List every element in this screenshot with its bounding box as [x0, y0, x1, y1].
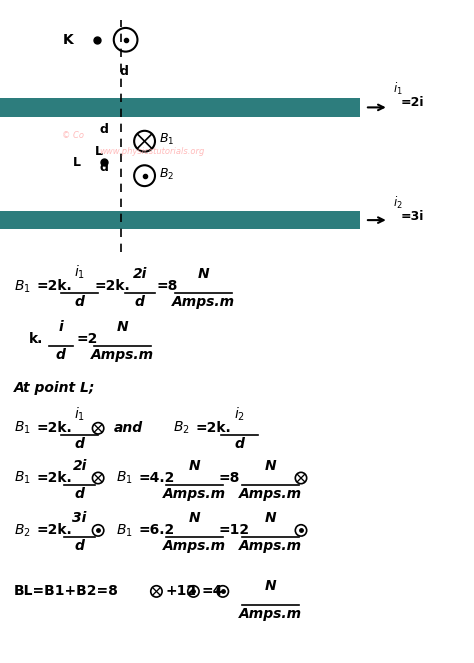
Text: d: d [135, 295, 145, 309]
Text: At point L;: At point L; [14, 381, 96, 395]
Text: N: N [117, 320, 128, 334]
Text: $B_1$: $B_1$ [14, 278, 31, 294]
Text: =2: =2 [77, 332, 98, 347]
Text: $B_2$: $B_2$ [173, 420, 190, 436]
Text: d: d [99, 123, 108, 137]
Text: N: N [264, 511, 276, 525]
Text: d: d [235, 437, 244, 451]
Text: Amps.m: Amps.m [238, 607, 302, 621]
Text: www.physicstutorials.org: www.physicstutorials.org [99, 147, 204, 156]
Text: $i_2$: $i_2$ [234, 406, 245, 423]
Text: $B_2$: $B_2$ [159, 167, 174, 182]
Text: d: d [120, 65, 128, 78]
Text: =12: =12 [219, 523, 250, 538]
Text: Amps.m: Amps.m [238, 487, 302, 501]
Text: $B_2$: $B_2$ [14, 522, 31, 538]
Text: $i_1$: $i_1$ [74, 264, 85, 281]
Text: i: i [58, 320, 63, 334]
FancyBboxPatch shape [0, 98, 360, 117]
Text: d: d [75, 539, 84, 553]
Text: =3i: =3i [401, 210, 424, 223]
Text: =4.2: =4.2 [138, 471, 175, 485]
Text: +12: +12 [166, 584, 197, 599]
Text: L: L [73, 156, 81, 169]
Text: and: and [114, 421, 143, 436]
Text: $i_1$: $i_1$ [393, 82, 403, 97]
Text: k.: k. [28, 332, 43, 347]
Text: $B_1$: $B_1$ [116, 522, 133, 538]
Text: d: d [56, 348, 65, 362]
Text: =8: =8 [219, 471, 240, 485]
Text: $B_1$: $B_1$ [14, 470, 31, 486]
Text: N: N [189, 459, 200, 473]
Text: Amps.m: Amps.m [91, 348, 154, 362]
Text: N: N [264, 459, 276, 473]
Text: 3i: 3i [73, 511, 87, 525]
Text: 2i: 2i [133, 267, 147, 281]
Text: =2k.: =2k. [196, 421, 231, 436]
Text: N: N [189, 511, 200, 525]
Text: Amps.m: Amps.m [163, 487, 226, 501]
Text: =8: =8 [156, 279, 178, 294]
Text: =4: =4 [201, 584, 223, 599]
Text: =2k.: =2k. [36, 279, 72, 294]
Text: K: K [63, 32, 73, 47]
Text: L: L [95, 145, 103, 158]
Text: d: d [75, 487, 84, 501]
Text: $B_1$: $B_1$ [116, 470, 133, 486]
Text: =2k.: =2k. [36, 523, 72, 538]
Text: =2k.: =2k. [95, 279, 130, 294]
Text: $B_1$: $B_1$ [14, 420, 31, 436]
Text: =6.2: =6.2 [138, 523, 174, 538]
Text: $i_1$: $i_1$ [74, 406, 85, 423]
Text: Amps.m: Amps.m [238, 539, 302, 553]
Text: d: d [75, 437, 84, 451]
Text: Amps.m: Amps.m [172, 295, 236, 309]
Text: =2i: =2i [401, 96, 424, 109]
Text: N: N [264, 579, 276, 593]
Text: 2i: 2i [73, 459, 87, 473]
Text: Amps.m: Amps.m [163, 539, 226, 553]
Text: $B_1$: $B_1$ [159, 132, 174, 147]
Text: BL=B1+B2=8: BL=B1+B2=8 [14, 584, 119, 599]
Text: d: d [99, 160, 108, 174]
Text: =2k.: =2k. [36, 471, 72, 485]
Text: $i_2$: $i_2$ [393, 196, 403, 211]
Text: d: d [75, 295, 84, 309]
Text: N: N [198, 267, 210, 281]
Text: © Co: © Co [62, 131, 83, 140]
Text: =2k.: =2k. [36, 421, 72, 436]
FancyBboxPatch shape [0, 211, 360, 229]
